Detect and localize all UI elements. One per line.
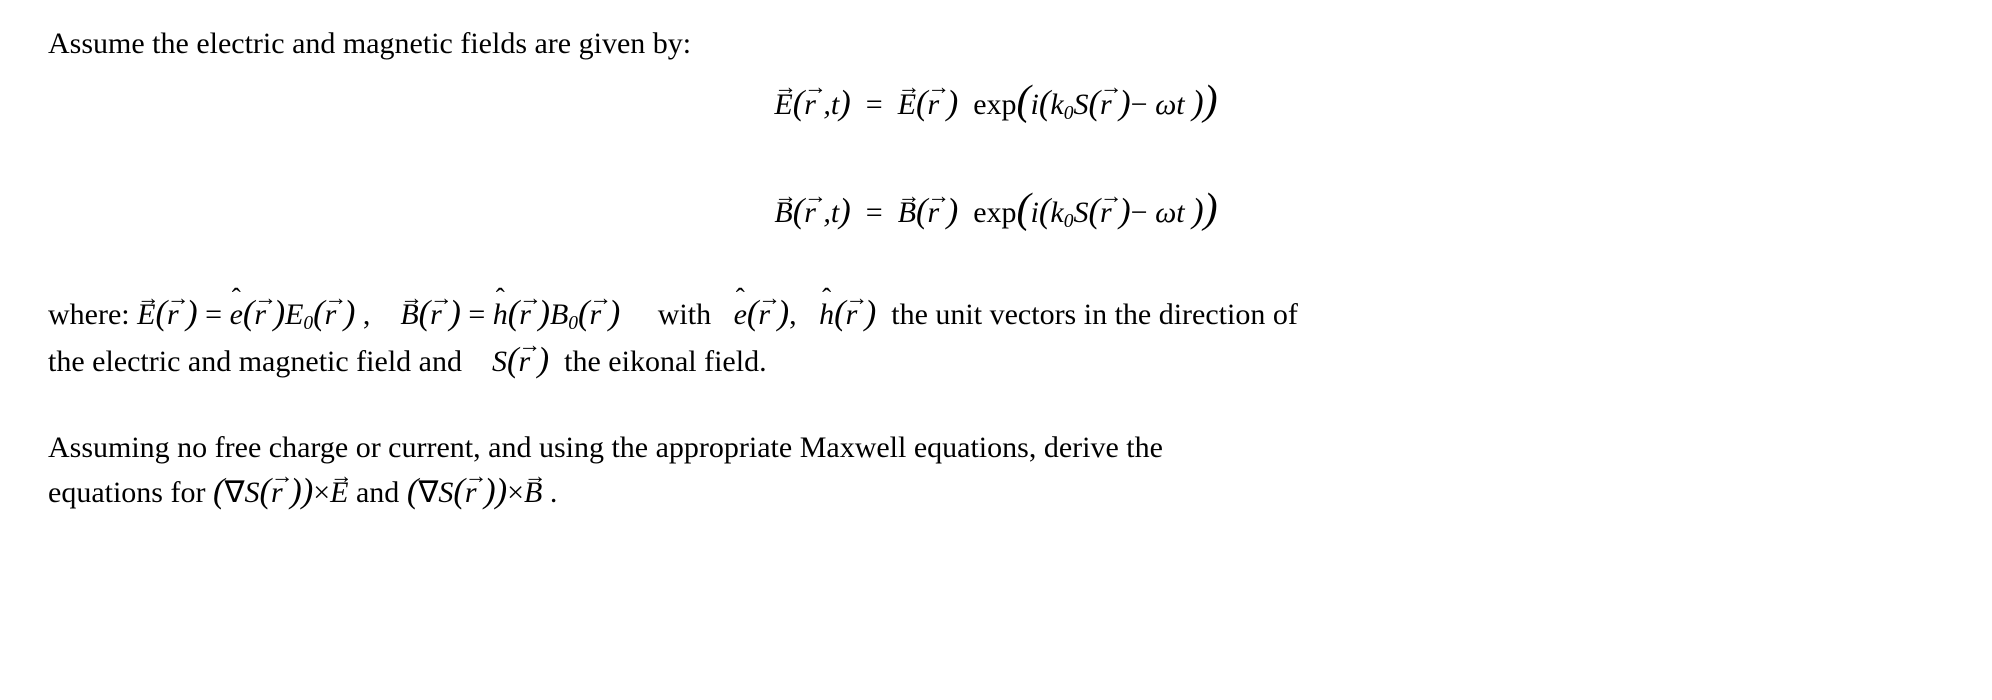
- where-prefix: where:: [48, 298, 137, 331]
- physics-problem-document: Assume the electric and magnetic fields …: [0, 0, 1992, 700]
- task-line-2-prefix: equations for: [48, 476, 213, 509]
- task-and: and: [356, 476, 407, 509]
- task-line-2: equations for (∇S(→r ))×→E and (∇S(→r ))…: [48, 468, 1944, 515]
- intro-line: Assume the electric and magnetic fields …: [48, 24, 1944, 65]
- where-line-2: the electric and magnetic field and S(→r…: [48, 337, 1944, 384]
- equation-E: →E(→r ,t) = →E(→r ) exp(i(k0S(→r )− ωt )…: [48, 73, 1944, 130]
- equation-B: →B(→r ,t) = →B(→r ) exp(i(k0S(→r )− ωt )…: [48, 181, 1944, 238]
- task-period: .: [550, 476, 558, 509]
- spacer: [48, 137, 1944, 173]
- spacer: [48, 384, 1944, 428]
- where-line-1: where: →E(→r ) = ˆe(→r )E0(→r ) , →B(→r …: [48, 290, 1944, 337]
